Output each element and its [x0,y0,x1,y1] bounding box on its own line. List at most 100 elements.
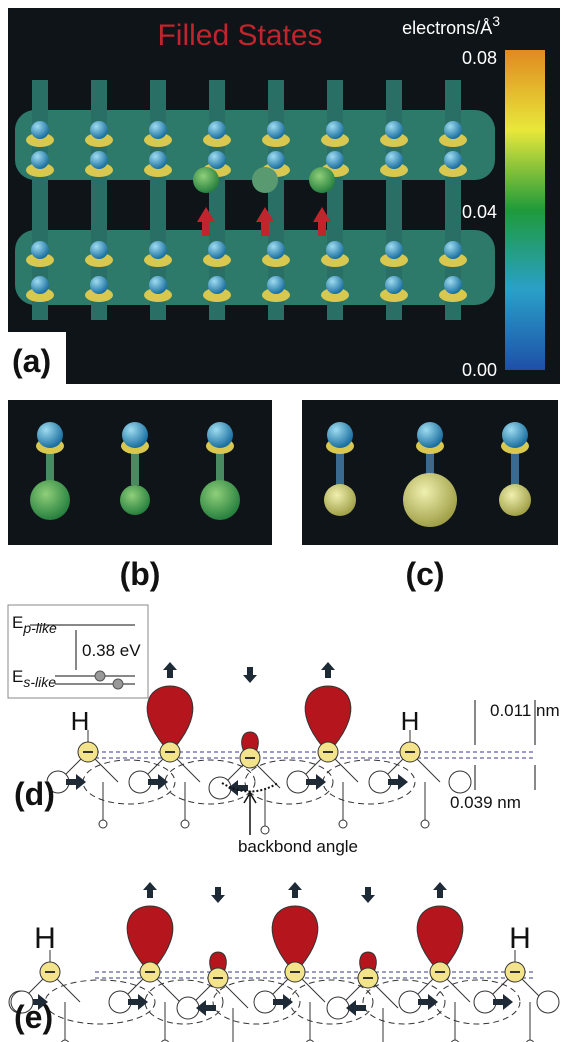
stm-lattice [15,80,495,320]
bulk-atom [209,777,231,799]
panel-label: (a) [12,343,51,379]
arrow [243,667,257,683]
hole [49,187,89,223]
atom [326,151,344,169]
atom [149,121,167,139]
panel-title: Filled States [157,19,322,52]
panel-label: (c) [405,556,444,592]
height-lower: 0.039 nm [450,793,521,812]
atom [208,151,226,169]
arrow [211,887,225,903]
bulk-atom [399,991,421,1013]
atom-label: H [509,922,531,955]
atom [90,276,108,294]
sub-atom [421,820,429,828]
atom [90,121,108,139]
atom-label: H [401,706,420,736]
atom-label: H [34,922,56,955]
atom [149,276,167,294]
bright-site [252,167,278,193]
bond-arrow [388,774,408,790]
electron [95,671,105,681]
bulk-atom [327,997,349,1019]
sub-atom [181,820,189,828]
atom [444,276,462,294]
arrow [321,662,335,678]
unit: electrons/Å [402,18,492,38]
bulk-atom [177,997,199,1019]
bright-site [193,167,219,193]
atom [417,422,443,448]
hole [403,187,443,223]
orbital-lobe [272,906,318,966]
arrow [433,882,447,898]
unit-power: 3 [492,13,500,29]
panel-label: (e) [14,999,53,1035]
atom [385,121,403,139]
lobe [324,484,356,516]
bond-arrow [418,994,438,1010]
panel-label: (d) [14,776,55,812]
hole [344,187,384,223]
bond-arrow [66,774,86,790]
figure: Filled States electrons/Å3 0.08 0.04 0.0… [0,0,566,1042]
height-upper: 0.011 nm [490,701,560,720]
lobe [120,485,150,515]
atom [90,241,108,259]
subscript: p-like [22,620,57,636]
atom [444,241,462,259]
sub-atom [261,826,269,834]
sub-atom [99,820,107,828]
atom [208,241,226,259]
atom [31,276,49,294]
arrow [288,882,302,898]
bulk-atom [109,991,131,1013]
arrow [361,887,375,903]
atom [31,121,49,139]
bulk-atom [254,991,276,1013]
arrow [163,662,177,678]
atom [444,151,462,169]
bulk-atom [287,771,309,793]
sub-atom [339,820,347,828]
symbol: E [12,667,23,686]
lobe [200,480,240,520]
bond-arrow [128,994,148,1010]
atom [326,276,344,294]
bulk-atom [129,771,151,793]
subscript: s-like [23,674,56,690]
bright-site [309,167,335,193]
colorbar-tick: 0.00 [462,360,497,380]
lobe [499,484,531,516]
atom [149,151,167,169]
bond-arrow [273,994,293,1010]
atom [37,422,63,448]
atom [122,422,148,448]
atom [326,121,344,139]
bond-arrow [148,774,168,790]
atom [149,241,167,259]
hole [108,187,148,223]
atom [90,151,108,169]
colorbar-tick: 0.08 [462,48,497,68]
pointer [244,793,256,835]
panel-label: (b) [120,556,161,592]
colorbar [505,50,545,370]
atom [267,241,285,259]
atom [385,241,403,259]
atom [444,121,462,139]
atom [385,151,403,169]
orbital-lobe [417,906,463,966]
inset-gap: 0.38 eV [82,641,141,660]
atom [31,241,49,259]
atom [208,121,226,139]
atom [267,151,285,169]
end-atom [537,991,559,1013]
orbital-lobe [127,906,173,966]
electron [113,679,123,689]
atom [267,276,285,294]
atom [327,422,353,448]
colorbar-tick: 0.04 [462,202,497,222]
atom [31,151,49,169]
bulk-atom [474,991,496,1013]
